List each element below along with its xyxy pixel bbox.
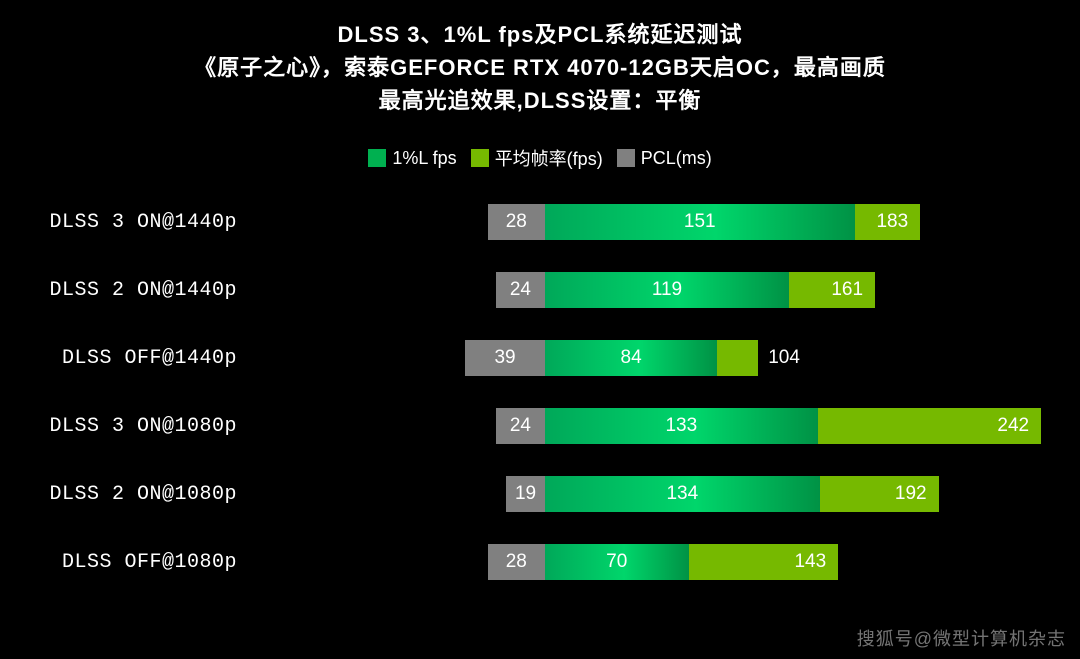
bar-seg-pcl: 19	[506, 476, 545, 512]
bar-end-label: 192	[895, 476, 935, 512]
bar-seg-pcl: 28	[488, 544, 545, 580]
row-bars: 19134 192	[255, 476, 1080, 512]
chart-row: DLSS 3 ON@1440p 28151 183	[0, 191, 1080, 253]
bar-end-label: 242	[997, 408, 1037, 444]
bar-seg-low: 151	[545, 204, 855, 240]
bar-end-label: 183	[876, 204, 916, 240]
bar-seg-low: 133	[545, 408, 818, 444]
row-bars: 2870 143	[255, 544, 1080, 580]
legend-item: PCL(ms)	[617, 148, 712, 169]
watermark: 搜狐号@微型计算机杂志	[857, 625, 1066, 651]
bar-end-label: 161	[831, 272, 871, 308]
row-bars: 24133 242	[255, 408, 1080, 444]
row-label: DLSS 2 ON@1080p	[0, 483, 255, 506]
bar-seg-low: 119	[545, 272, 789, 308]
chart-row: DLSS 3 ON@1080p 24133 242	[0, 395, 1080, 457]
bar-seg-low: 70	[545, 544, 689, 580]
legend-swatch-avg	[471, 149, 489, 167]
legend-label: 1%L fps	[392, 148, 456, 169]
bar-chart: DLSS 3 ON@1440p28151183DLSS 2 ON@1440p24…	[0, 191, 1080, 593]
legend-swatch-low	[368, 149, 386, 167]
chart-row: DLSS OFF@1080p 2870 143	[0, 531, 1080, 593]
chart-title: DLSS 3、1%L fps及PCL系统延迟测试 《原子之心》，索泰GEFORC…	[0, 0, 1080, 117]
row-label: DLSS OFF@1080p	[0, 551, 255, 574]
title-line-3: 最高光追效果,DLSS设置：平衡	[0, 84, 1080, 117]
title-line-1: DLSS 3、1%L fps及PCL系统延迟测试	[0, 18, 1080, 51]
bar-seg-avg	[717, 340, 758, 376]
legend-label: PCL(ms)	[641, 148, 712, 169]
bar-seg-pcl: 28	[488, 204, 545, 240]
legend-item: 1%L fps	[368, 148, 456, 169]
chart-row: DLSS OFF@1440p 3984 104	[0, 327, 1080, 389]
legend-item: 平均帧率(fps)	[471, 145, 603, 171]
bar-seg-low: 84	[545, 340, 717, 376]
bar-end-label: 104	[758, 340, 800, 376]
bar-end-label: 143	[794, 544, 834, 580]
row-bars: 3984 104	[255, 340, 1080, 376]
bar-seg-pcl: 24	[496, 272, 545, 308]
legend-label: 平均帧率(fps)	[495, 145, 603, 171]
legend-swatch-pcl	[617, 149, 635, 167]
bar-seg-pcl: 39	[465, 340, 545, 376]
row-label: DLSS 2 ON@1440p	[0, 279, 255, 302]
bar-seg-low: 134	[545, 476, 820, 512]
chart-row: DLSS 2 ON@1080p 19134 192	[0, 463, 1080, 525]
title-line-2: 《原子之心》，索泰GEFORCE RTX 4070-12GB天启OC，最高画质	[0, 51, 1080, 84]
chart-row: DLSS 2 ON@1440p 24119 161	[0, 259, 1080, 321]
row-label: DLSS OFF@1440p	[0, 347, 255, 370]
row-label: DLSS 3 ON@1080p	[0, 415, 255, 438]
row-bars: 28151 183	[255, 204, 1080, 240]
row-label: DLSS 3 ON@1440p	[0, 211, 255, 234]
legend: 1%L fps 平均帧率(fps) PCL(ms)	[0, 145, 1080, 171]
bar-seg-pcl: 24	[496, 408, 545, 444]
row-bars: 24119 161	[255, 272, 1080, 308]
